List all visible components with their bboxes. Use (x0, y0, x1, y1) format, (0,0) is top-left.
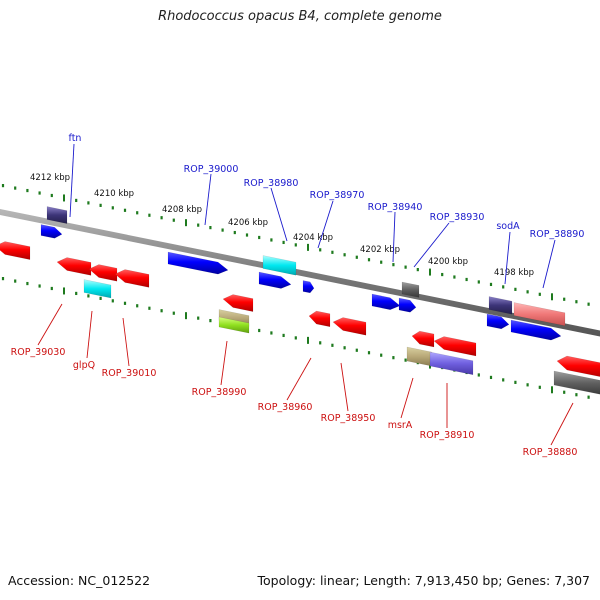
leader-line (37, 303, 63, 346)
leader-line (392, 211, 396, 263)
gene-forward[interactable] (486, 313, 510, 330)
scale-label: 4210 kbp (94, 189, 134, 199)
gene-label-forward[interactable]: ROP_39000 (184, 164, 239, 175)
gene-forward[interactable] (510, 319, 562, 341)
gene-label-forward[interactable]: ftn (69, 133, 82, 144)
scale-label: 4206 kbp (228, 218, 268, 228)
gene-reverse[interactable] (553, 370, 600, 395)
leader-line (542, 239, 556, 289)
gene-msra[interactable] (406, 346, 433, 367)
gene-soda[interactable] (488, 296, 513, 315)
scale-label: 4202 kbp (360, 245, 400, 255)
gene-rop-38980[interactable] (262, 255, 297, 276)
topology-value: linear (319, 573, 356, 588)
gene-rop-39000[interactable] (167, 251, 229, 275)
length-value: 7,913,450 bp (414, 573, 499, 588)
gene-rop-39010[interactable] (114, 269, 150, 288)
gene-label-reverse[interactable]: msrA (388, 420, 413, 431)
topology-label: Topology: (257, 573, 316, 588)
gene-rop-38970[interactable] (302, 280, 315, 294)
genes-value: 7,307 (554, 573, 590, 588)
scale-label: 4208 kbp (162, 205, 202, 215)
leader-line (340, 362, 349, 412)
gene-reverse[interactable] (411, 330, 435, 348)
scale-label: 4198 kbp (494, 268, 534, 278)
gene-forward[interactable] (40, 224, 63, 239)
scale-label: 4212 kbp (30, 173, 70, 183)
leader-line (69, 143, 75, 218)
scale-label: 4204 kbp (293, 233, 333, 243)
gene-reverse[interactable] (88, 264, 118, 282)
gene-label-reverse[interactable]: glpQ (73, 360, 95, 371)
gene-reverse[interactable] (218, 316, 250, 334)
genome-stats-footer: Topology: linear; Length: 7,913,450 bp; … (257, 573, 590, 588)
leader-line (86, 310, 93, 359)
gene-rop-38940[interactable] (371, 293, 401, 310)
gene-label-forward[interactable]: sodA (496, 221, 520, 232)
gene-label-forward[interactable]: ROP_38930 (430, 212, 485, 223)
scale-label: 4200 kbp (428, 257, 468, 267)
gene-rop-38880[interactable] (556, 355, 600, 378)
gene-label-reverse[interactable]: ROP_38880 (523, 447, 578, 458)
gene-rop-39030[interactable] (0, 241, 31, 260)
leader-line (122, 317, 130, 367)
gene-label-forward[interactable]: ROP_38970 (310, 190, 365, 201)
gene-rop-38910[interactable] (433, 336, 477, 357)
gene-rop-38890[interactable] (513, 302, 566, 327)
gene-forward[interactable] (398, 297, 417, 313)
gene-rop-38950[interactable] (332, 317, 367, 336)
gene-rop-38930[interactable] (401, 281, 420, 298)
gene-reverse[interactable] (222, 294, 254, 312)
genes-label: Genes: (506, 573, 551, 588)
gene-glpq[interactable] (83, 279, 112, 299)
chromosome-backbone (0, 209, 600, 337)
leader-line (270, 187, 288, 242)
gene-reverse[interactable] (429, 351, 474, 376)
gene-label-reverse[interactable]: ROP_38960 (258, 402, 313, 413)
gene-forward[interactable] (258, 271, 292, 289)
leader-line (204, 173, 212, 226)
leader-line (504, 231, 511, 285)
gene-label-forward[interactable]: ROP_38940 (368, 202, 423, 213)
gene-rop-38960[interactable] (308, 310, 331, 328)
accession-footer: Accession: NC_012522 (8, 573, 150, 588)
leader-line (317, 200, 334, 249)
map-title: Rhodococcus opacus B4, complete genome (158, 9, 442, 24)
leader-line (413, 222, 450, 268)
leader-line (550, 402, 574, 446)
accession-label: Accession: (8, 573, 75, 588)
leader-line (220, 340, 228, 386)
length-label: Length: (363, 573, 411, 588)
gene-label-reverse[interactable]: ROP_38990 (192, 387, 247, 398)
gene-label-forward[interactable]: ROP_38890 (530, 229, 585, 240)
leader-line (400, 377, 414, 419)
leader-line (286, 357, 312, 401)
accession-value: NC_012522 (78, 573, 151, 588)
gene-label-reverse[interactable]: ROP_39030 (11, 347, 66, 358)
gene-label-reverse[interactable]: ROP_39010 (102, 368, 157, 379)
gene-reverse[interactable] (56, 257, 92, 276)
gene-label-reverse[interactable]: ROP_38950 (321, 413, 376, 424)
gene-ftn[interactable] (46, 206, 68, 224)
gene-label-reverse[interactable]: ROP_38910 (420, 430, 475, 441)
gene-label-forward[interactable]: ROP_38980 (244, 178, 299, 189)
